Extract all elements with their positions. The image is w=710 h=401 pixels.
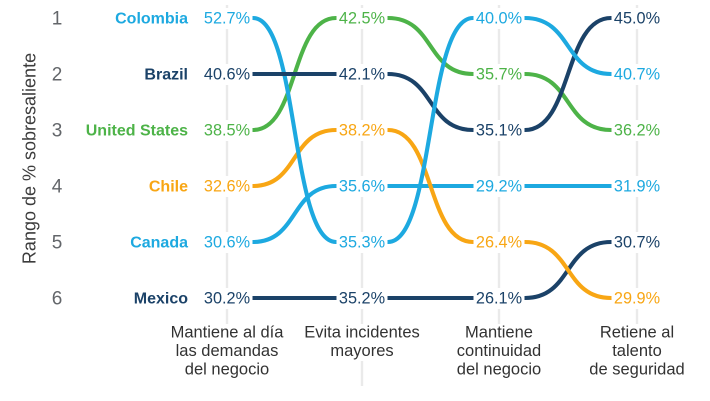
svg-text:30.2%: 30.2% — [204, 290, 250, 308]
svg-text:4: 4 — [52, 177, 63, 198]
svg-text:continuidad: continuidad — [457, 342, 541, 360]
svg-text:mayores: mayores — [330, 342, 393, 360]
svg-text:3: 3 — [52, 121, 63, 142]
svg-text:40.6%: 40.6% — [204, 66, 250, 84]
svg-text:Evita incidentes: Evita incidentes — [304, 324, 420, 342]
svg-text:1: 1 — [52, 9, 63, 30]
svg-text:38.5%: 38.5% — [204, 122, 250, 140]
svg-text:Chile: Chile — [149, 179, 188, 196]
svg-text:35.1%: 35.1% — [476, 122, 522, 140]
svg-text:30.6%: 30.6% — [204, 234, 250, 252]
svg-text:35.7%: 35.7% — [476, 66, 522, 84]
svg-text:29.9%: 29.9% — [614, 290, 660, 308]
svg-text:35.6%: 35.6% — [339, 178, 385, 196]
svg-text:de seguridad: de seguridad — [589, 361, 684, 379]
svg-text:38.2%: 38.2% — [339, 122, 385, 140]
svg-text:40.0%: 40.0% — [476, 10, 522, 28]
svg-text:Colombia: Colombia — [115, 11, 188, 28]
svg-text:36.2%: 36.2% — [614, 122, 660, 140]
svg-text:52.7%: 52.7% — [204, 10, 250, 28]
svg-text:del negocio: del negocio — [185, 361, 269, 379]
svg-text:Mantiene: Mantiene — [465, 324, 533, 342]
svg-text:2: 2 — [52, 65, 63, 86]
svg-text:6: 6 — [52, 289, 63, 310]
svg-text:45.0%: 45.0% — [614, 10, 660, 28]
svg-text:Brazil: Brazil — [144, 67, 188, 84]
svg-text:40.7%: 40.7% — [614, 66, 660, 84]
svg-text:Rango de % sobresaliente: Rango de % sobresaliente — [20, 53, 40, 264]
svg-text:35.3%: 35.3% — [339, 234, 385, 252]
svg-text:42.1%: 42.1% — [339, 66, 385, 84]
svg-text:26.1%: 26.1% — [476, 290, 522, 308]
svg-text:26.4%: 26.4% — [476, 234, 522, 252]
svg-text:5: 5 — [52, 233, 63, 254]
svg-text:Retiene al: Retiene al — [600, 324, 674, 342]
svg-text:35.2%: 35.2% — [339, 290, 385, 308]
svg-text:United States: United States — [86, 123, 188, 140]
svg-text:42.5%: 42.5% — [339, 10, 385, 28]
svg-text:Mexico: Mexico — [134, 291, 188, 308]
svg-text:las demandas: las demandas — [176, 342, 279, 360]
svg-text:talento: talento — [612, 342, 662, 360]
svg-text:Canada: Canada — [130, 235, 188, 252]
svg-text:29.2%: 29.2% — [476, 178, 522, 196]
svg-text:31.9%: 31.9% — [614, 178, 660, 196]
svg-text:32.6%: 32.6% — [204, 178, 250, 196]
svg-text:del negocio: del negocio — [457, 361, 541, 379]
svg-text:Mantiene al día: Mantiene al día — [171, 324, 285, 342]
svg-text:30.7%: 30.7% — [614, 234, 660, 252]
